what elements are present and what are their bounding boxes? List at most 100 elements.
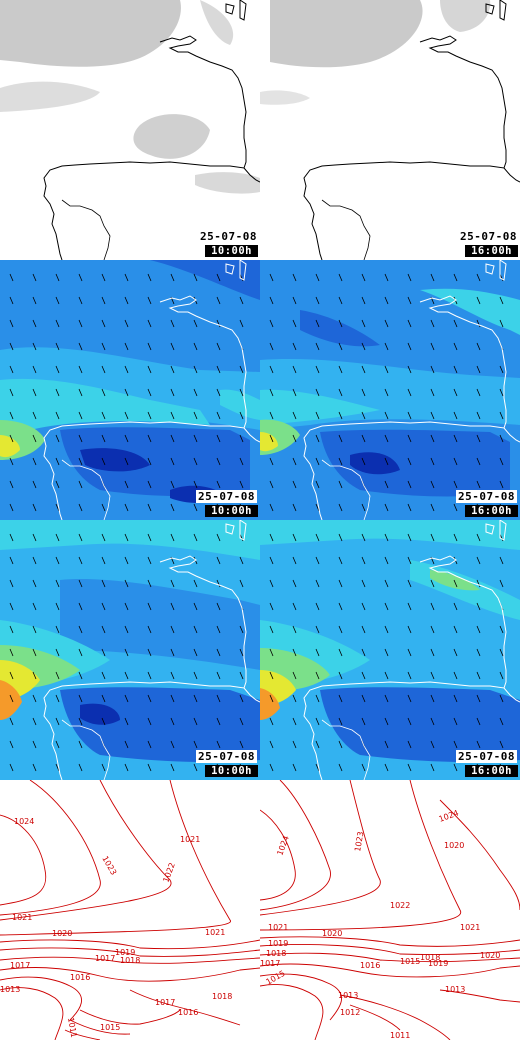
wind-speed-map [260, 260, 520, 520]
isobar-label: 1020 [52, 929, 72, 938]
wind-band [0, 378, 210, 435]
isobar-line [0, 967, 260, 982]
coastline [43, 295, 247, 520]
isobar-label: 1013 [445, 985, 465, 994]
wind-band [300, 310, 380, 347]
wind-band [80, 448, 150, 472]
isobar-label: 1013 [0, 985, 20, 994]
wind-arrow-row [269, 273, 504, 282]
isobar-line [64, 1029, 101, 1040]
forecast-time: 16:00h [465, 505, 518, 517]
isobar-label: 1021 [460, 923, 480, 932]
isobar-line [0, 987, 64, 1040]
wind-arrow-row [9, 648, 244, 657]
isobar-labels: 1024 1024 1023 1022 1021 1021 1020 1020 … [260, 808, 500, 1040]
isobar-label: 1017 [155, 998, 175, 1007]
isobar-label: 1017 [95, 954, 115, 963]
wind-arrow-row [9, 273, 244, 282]
isobar-label: 1013 [338, 991, 358, 1000]
isobar-label: 1011 [390, 1031, 410, 1040]
coastline [485, 260, 507, 281]
wind-speed-map [0, 260, 260, 520]
wind-arrow-row [9, 319, 244, 328]
isobar-label: 1011 [66, 1017, 78, 1039]
wind-band [320, 687, 520, 763]
isobar-label: 1023 [353, 831, 365, 853]
isobar-line [0, 780, 231, 936]
wind-arrow-row [9, 625, 244, 634]
wind-arrow-row [269, 411, 504, 420]
wind-band [60, 579, 260, 670]
wind-band [430, 570, 480, 591]
isobar-line [0, 939, 260, 950]
isobar-label: 1022 [390, 901, 410, 910]
wind-arrow-row [9, 717, 244, 726]
isobar-line [260, 943, 520, 955]
forecast-time: 10:00h [205, 245, 258, 257]
wind-band [220, 389, 260, 420]
border-line [321, 199, 371, 260]
wind-arrow-row [269, 579, 504, 588]
coastline [303, 555, 507, 780]
gust-panel-1600: 25-07-08 16:00h [260, 520, 520, 780]
wind-band [80, 703, 120, 725]
wind-arrow-row [269, 533, 504, 542]
isobar-label: 1019 [428, 959, 448, 968]
border-line [61, 199, 111, 260]
cloud-cover-map [260, 0, 520, 260]
wind-arrow-row [9, 388, 244, 397]
forecast-date: 25-07-08 [460, 230, 517, 243]
wind-arrow-row [9, 411, 244, 420]
isobar-line [260, 984, 324, 1040]
coastline [225, 0, 247, 21]
forecast-time: 10:00h [205, 765, 258, 777]
wind-band [420, 288, 520, 335]
coastline [503, 687, 520, 703]
isobar-line [260, 973, 342, 1021]
cloud-field [0, 81, 100, 112]
isobar-line [0, 947, 260, 957]
cloud-cover-map [0, 0, 260, 260]
border-line [61, 459, 111, 520]
isobar-line [260, 780, 381, 916]
forecast-date: 25-07-08 [200, 230, 257, 243]
wind-arrow-row [269, 717, 504, 726]
cloud-field [270, 0, 423, 68]
isobar-label: 1021 [12, 913, 32, 922]
cloud-field [133, 114, 210, 159]
forecast-date: 25-07-08 [456, 490, 517, 503]
wind-band [0, 435, 20, 458]
isobar-label: 1019 [268, 939, 288, 948]
wind-arrow-row [269, 434, 504, 443]
pressure-panel-1000: 1024 1023 1022 1021 1021 1020 1021 1019 … [0, 780, 260, 1040]
isobar-line [260, 780, 462, 931]
isobar-label: 1015 [400, 957, 420, 966]
coastline [485, 520, 507, 541]
coastline [225, 260, 247, 281]
wind-band [260, 520, 520, 550]
cloud-panel-1000: 25-07-08 10:00h [0, 0, 260, 260]
wind-panel-1600: 25-07-08 16:00h [260, 260, 520, 520]
wind-panel-1000: 25-07-08 10:00h [0, 260, 260, 520]
wind-arrow-row [269, 342, 504, 351]
wind-gust-map [0, 520, 260, 780]
isobar-line [0, 780, 101, 916]
pressure-panel-1600: 1024 1024 1023 1022 1021 1021 1020 1020 … [260, 780, 520, 1040]
wind-band [0, 520, 260, 560]
wind-arrow-row [269, 671, 504, 680]
isobar-line [0, 976, 82, 1021]
wind-band [260, 688, 280, 720]
isobar-line [69, 1019, 131, 1035]
isobar-label: 1017 [10, 961, 30, 970]
isobar-line [0, 814, 47, 906]
wind-arrow-row [9, 434, 244, 443]
wind-band [260, 432, 278, 452]
wind-arrow-row [269, 319, 504, 328]
cloud-field [195, 172, 260, 194]
wind-arrow-row [9, 602, 244, 611]
wind-arrow-row [9, 365, 244, 374]
wind-gust-map [260, 520, 520, 780]
wind-arrows [269, 273, 504, 512]
forecast-time: 16:00h [465, 245, 518, 257]
